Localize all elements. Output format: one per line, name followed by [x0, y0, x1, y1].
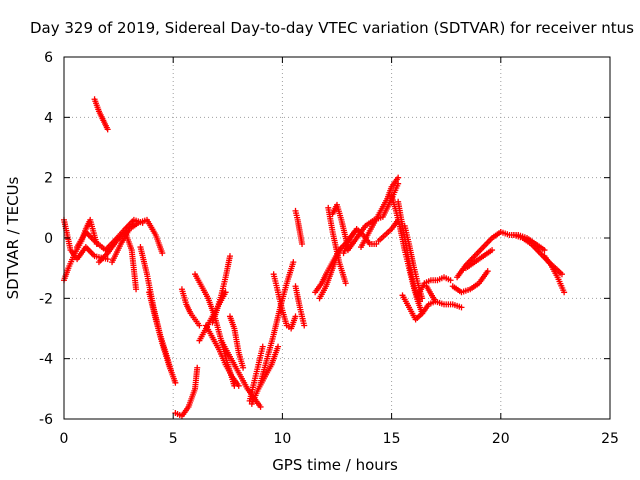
- data-point: [373, 241, 380, 248]
- data-points: [61, 96, 568, 419]
- x-axis-label: GPS time / hours: [272, 456, 398, 474]
- y-tick-label: -6: [39, 412, 53, 428]
- y-tick-label: 2: [44, 171, 53, 187]
- series-arc-14: [209, 253, 233, 326]
- y-axis-ticks: -6 -4 -2 0 2 4 6: [39, 50, 610, 428]
- data-point: [395, 174, 402, 181]
- data-point: [257, 403, 264, 410]
- data-point: [172, 379, 179, 386]
- series-arc-6: [109, 216, 166, 266]
- data-point: [196, 322, 203, 329]
- data-point: [484, 268, 491, 275]
- y-tick-label: 0: [44, 231, 53, 247]
- series-arc-29: [358, 174, 402, 251]
- data-point: [133, 286, 140, 293]
- data-point: [259, 343, 266, 350]
- data-point: [458, 304, 465, 311]
- data-point: [240, 364, 247, 371]
- data-point: [489, 247, 496, 254]
- series-arc-37: [449, 268, 491, 296]
- series-arc-9: [172, 364, 201, 419]
- data-point: [541, 247, 548, 254]
- data-point: [290, 259, 297, 266]
- y-tick-label: 6: [44, 50, 53, 66]
- data-point: [416, 298, 423, 305]
- series-arc-22: [292, 283, 308, 329]
- data-point: [104, 256, 111, 263]
- series-arc-43: [545, 259, 565, 278]
- series-arc-38: [454, 228, 504, 281]
- data-point: [342, 280, 349, 287]
- x-tick-label: 10: [273, 431, 291, 447]
- series-arc-20: [270, 271, 299, 332]
- data-point: [447, 277, 454, 284]
- series-arc-17: [246, 343, 266, 404]
- data-point: [194, 364, 201, 371]
- y-axis-label: SDTVAR / TECUs: [4, 176, 22, 299]
- x-tick-label: 0: [60, 431, 69, 447]
- data-point: [558, 271, 565, 278]
- data-point: [226, 253, 233, 260]
- series-arc-5: [95, 228, 140, 293]
- series-arc-21: [292, 207, 306, 248]
- data-point: [561, 289, 568, 296]
- x-tick-label: 25: [601, 431, 619, 447]
- data-point: [104, 126, 111, 133]
- series-arc-39: [462, 247, 496, 272]
- series-arc-10: [178, 286, 203, 329]
- data-point: [301, 322, 308, 329]
- series-arc-25: [325, 204, 349, 287]
- x-axis-ticks: 0 5 10 15 20 25: [60, 57, 619, 447]
- x-tick-label: 5: [169, 431, 178, 447]
- data-point: [299, 241, 306, 248]
- data-point: [292, 313, 299, 320]
- data-point: [235, 382, 242, 389]
- series-arc-16: [226, 313, 247, 371]
- series-arc-30: [375, 216, 402, 245]
- x-tick-label: 15: [383, 431, 401, 447]
- data-point: [419, 295, 426, 302]
- data-point: [159, 250, 166, 257]
- y-tick-label: 4: [44, 110, 53, 126]
- series-arc-35: [414, 274, 454, 299]
- chart-title: Day 329 of 2019, Sidereal Day-to-day VTE…: [30, 19, 634, 37]
- x-tick-label: 20: [492, 431, 510, 447]
- y-tick-label: -4: [39, 352, 53, 368]
- series-arc-4: [91, 96, 111, 133]
- series-arc-18: [248, 343, 282, 407]
- y-tick-label: -2: [39, 291, 53, 307]
- series-arc-8: [146, 289, 179, 386]
- series-arc-36: [423, 283, 465, 311]
- series-arc-28: [344, 180, 402, 254]
- data-point: [222, 289, 229, 296]
- data-point: [275, 343, 282, 350]
- series-arc-13: [202, 322, 242, 389]
